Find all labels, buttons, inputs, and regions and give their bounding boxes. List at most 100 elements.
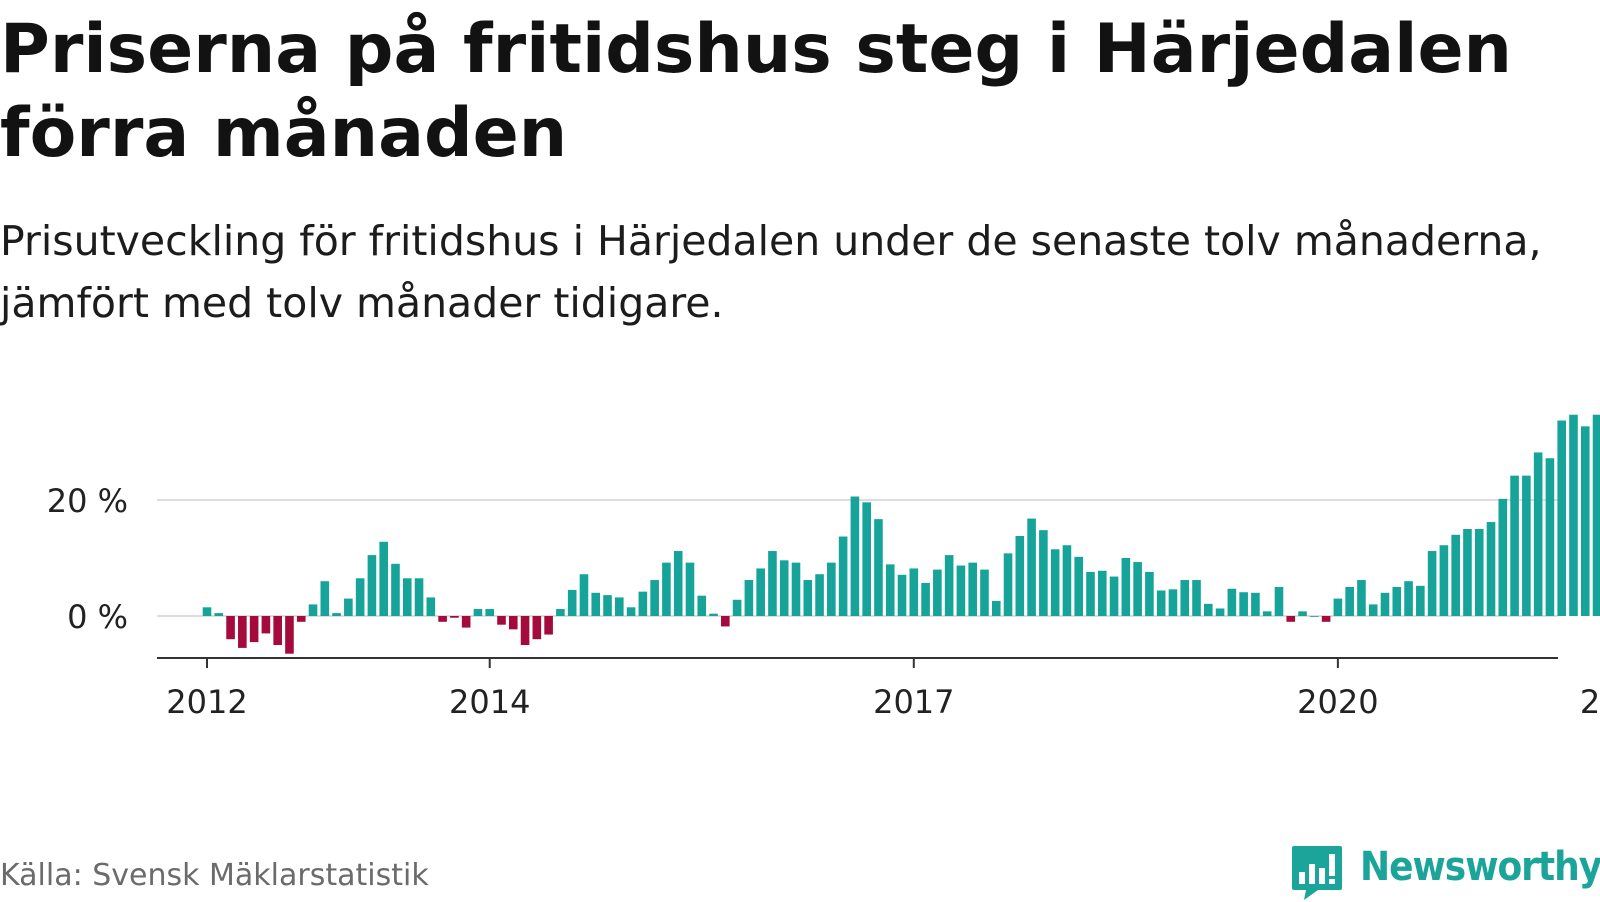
bar xyxy=(1145,571,1154,616)
bar xyxy=(862,502,871,616)
chart-title: Priserna på fritidshus steg i Härjedalen… xyxy=(0,10,1512,173)
x-tick-label: 2017 xyxy=(873,683,954,721)
bar xyxy=(320,581,330,616)
bar xyxy=(1545,458,1555,616)
bar xyxy=(803,580,813,616)
bar xyxy=(1533,452,1543,616)
bar xyxy=(1569,414,1578,616)
bar xyxy=(756,568,765,616)
bar xyxy=(1310,616,1319,617)
bar xyxy=(426,597,436,616)
bar xyxy=(1368,604,1378,616)
bar xyxy=(544,616,553,635)
x-axis: 2012 2014 2017 2020 2022 xyxy=(157,657,1600,721)
bar xyxy=(261,616,271,634)
bar xyxy=(1333,598,1343,616)
x-tick-label: 2014 xyxy=(449,683,530,721)
bar xyxy=(1251,592,1260,616)
bar xyxy=(956,565,966,616)
brand-name: Newsworthy xyxy=(1360,844,1600,890)
bar xyxy=(1522,475,1531,616)
bar xyxy=(344,598,353,616)
bar xyxy=(1027,518,1036,616)
bar xyxy=(744,580,754,616)
bar xyxy=(1086,571,1095,616)
bar xyxy=(685,562,695,616)
bar xyxy=(1580,426,1590,616)
bar xyxy=(1474,529,1484,616)
chart-subtitle: Prisutveckling för fritidshus i Härjedal… xyxy=(0,217,1542,327)
bar xyxy=(532,616,542,640)
bar xyxy=(1592,414,1600,616)
bar xyxy=(732,599,742,616)
bar xyxy=(1463,529,1472,616)
bar xyxy=(355,578,365,616)
bar xyxy=(450,616,459,618)
bar xyxy=(697,595,707,616)
y-tick-label: 20 % xyxy=(47,482,128,520)
bar xyxy=(850,496,860,616)
source-note: Källa: Svensk Mäklarstatistik xyxy=(0,858,429,893)
bar xyxy=(968,562,977,616)
x-tick-label: 2012 xyxy=(166,683,247,721)
bar xyxy=(273,616,282,645)
bar xyxy=(1062,545,1072,616)
bar xyxy=(1404,581,1413,616)
bar xyxy=(1262,611,1272,616)
bar xyxy=(1439,545,1449,616)
x-tick-label: 2022 xyxy=(1580,683,1600,721)
bar xyxy=(1486,522,1496,616)
bar xyxy=(1215,608,1225,616)
bar xyxy=(1050,549,1060,616)
bar xyxy=(391,563,400,616)
bars xyxy=(202,414,1600,654)
bar xyxy=(662,562,671,616)
bar xyxy=(1015,535,1025,616)
bar xyxy=(402,578,412,616)
bar xyxy=(1074,556,1084,616)
bar xyxy=(1156,590,1166,616)
bar xyxy=(768,551,777,616)
bar xyxy=(226,616,235,640)
bar xyxy=(332,613,341,616)
bar xyxy=(779,560,789,616)
bar xyxy=(827,562,836,616)
y-tick-label: 0 % xyxy=(67,598,128,636)
bar xyxy=(1227,588,1237,616)
bar xyxy=(1192,580,1201,616)
bar xyxy=(874,519,883,616)
bar xyxy=(991,600,1001,616)
bar xyxy=(885,564,895,616)
bar xyxy=(1345,587,1354,616)
bar xyxy=(1510,475,1519,616)
bar xyxy=(1168,589,1178,616)
bar xyxy=(1451,534,1460,616)
bar xyxy=(379,541,388,616)
bar xyxy=(1039,530,1048,616)
bar xyxy=(1204,603,1213,616)
bar xyxy=(1133,562,1142,616)
bar xyxy=(461,616,471,628)
bar xyxy=(1498,498,1508,616)
bar xyxy=(1357,580,1366,616)
bar xyxy=(815,574,824,616)
bar xyxy=(556,609,565,616)
bar xyxy=(1097,570,1107,616)
bar-chart-speech-bubble-icon xyxy=(1292,846,1342,900)
bar xyxy=(944,555,954,616)
bar xyxy=(1239,592,1248,616)
brand-logo: Newsworthy xyxy=(1290,840,1600,900)
bar xyxy=(1286,616,1296,622)
bar xyxy=(721,616,730,627)
bar xyxy=(1003,553,1013,616)
bar xyxy=(367,555,377,616)
bar xyxy=(1392,587,1402,616)
bar xyxy=(485,609,495,616)
bar xyxy=(909,568,919,616)
bar xyxy=(579,574,589,616)
bar xyxy=(980,569,989,616)
bar xyxy=(1274,587,1284,616)
price-change-bar-chart: 0 %20 % 20122014201720202022 5 % xyxy=(47,414,1600,721)
bar xyxy=(1180,580,1190,616)
bar xyxy=(1321,616,1331,622)
